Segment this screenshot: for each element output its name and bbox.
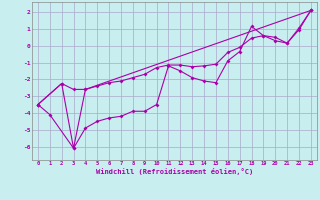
X-axis label: Windchill (Refroidissement éolien,°C): Windchill (Refroidissement éolien,°C) xyxy=(96,168,253,175)
